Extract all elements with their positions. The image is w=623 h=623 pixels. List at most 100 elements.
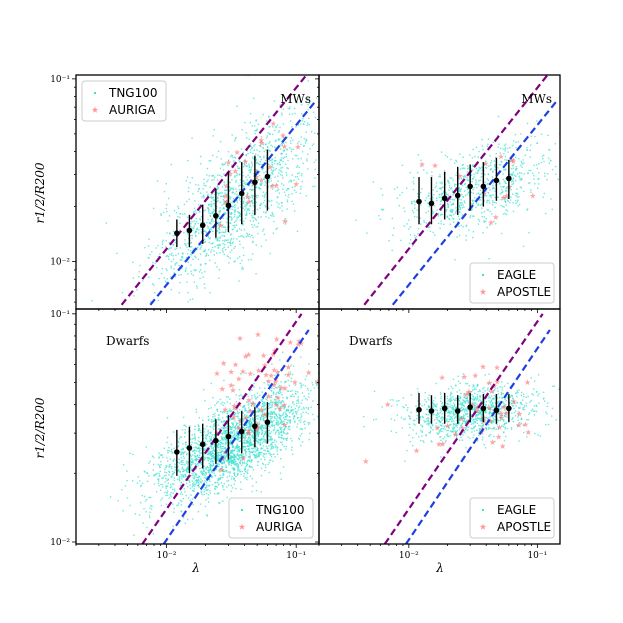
- point: [216, 221, 218, 223]
- point: [174, 248, 176, 250]
- point: [276, 453, 279, 455]
- point: [222, 169, 225, 171]
- point: [192, 258, 194, 260]
- point: [177, 216, 179, 218]
- point: [261, 411, 268, 418]
- point: [205, 253, 208, 255]
- point: [346, 397, 347, 398]
- point: [270, 180, 272, 182]
- point: [270, 446, 273, 448]
- point: [219, 207, 221, 209]
- point: [439, 187, 442, 189]
- point: [276, 415, 278, 417]
- point: [296, 230, 299, 232]
- point: [265, 433, 268, 435]
- point: [278, 139, 280, 141]
- point: [243, 427, 246, 429]
- point: [252, 453, 254, 456]
- point: [286, 432, 289, 434]
- point: [181, 256, 184, 258]
- point: [221, 465, 223, 468]
- point: [253, 145, 255, 147]
- point: [164, 481, 166, 483]
- point: [206, 167, 209, 170]
- point: [203, 448, 205, 450]
- point: [203, 465, 205, 468]
- point: [230, 233, 233, 235]
- point: [263, 178, 265, 180]
- point: [207, 497, 209, 499]
- point: [489, 194, 491, 196]
- point: [249, 188, 251, 191]
- y-tick-label: 10⁻¹: [50, 75, 70, 85]
- point: [163, 447, 165, 449]
- point: [221, 235, 223, 237]
- point: [489, 155, 491, 157]
- point: [168, 464, 171, 466]
- point: [203, 178, 205, 180]
- point: [239, 243, 241, 245]
- point: [244, 433, 246, 435]
- point: [259, 163, 261, 165]
- point: [232, 435, 235, 437]
- point: [512, 202, 514, 204]
- point: [209, 451, 211, 453]
- point: [195, 455, 197, 458]
- point: [312, 143, 315, 145]
- point: [245, 409, 247, 412]
- point: [207, 218, 209, 221]
- point: [267, 132, 269, 134]
- point: [220, 460, 222, 462]
- point: [409, 172, 411, 174]
- point: [177, 445, 180, 447]
- point: [458, 187, 460, 189]
- point: [413, 183, 415, 185]
- point: [238, 389, 241, 391]
- point: [471, 199, 473, 201]
- point: [204, 474, 206, 477]
- point: [237, 422, 239, 425]
- point: [213, 129, 215, 131]
- point: [191, 298, 194, 300]
- point: [439, 176, 442, 178]
- point: [213, 493, 216, 495]
- point: [235, 447, 237, 449]
- point: [268, 407, 270, 410]
- point: [256, 128, 258, 130]
- point: [245, 427, 252, 434]
- point: [532, 172, 534, 175]
- point: [219, 231, 222, 234]
- point: [255, 119, 257, 121]
- point: [207, 431, 209, 433]
- point: [251, 161, 253, 163]
- point: [495, 156, 497, 159]
- point: [273, 425, 275, 427]
- point: [192, 450, 194, 453]
- point: [270, 411, 273, 413]
- point: [180, 448, 182, 451]
- point: [271, 405, 273, 407]
- point: [244, 442, 246, 444]
- point: [506, 159, 508, 161]
- point: [249, 121, 251, 124]
- point: [538, 183, 540, 185]
- point: [213, 433, 216, 436]
- point: [218, 502, 220, 504]
- point: [486, 209, 488, 211]
- point: [232, 405, 239, 412]
- point: [170, 163, 172, 166]
- point: [142, 522, 144, 524]
- point: [280, 405, 282, 407]
- point: [236, 446, 238, 448]
- point: [233, 413, 235, 415]
- point: [264, 408, 267, 410]
- point: [530, 189, 532, 191]
- point: [247, 174, 249, 176]
- point: [271, 406, 273, 408]
- point: [221, 442, 223, 445]
- point: [172, 473, 174, 475]
- point: [216, 493, 218, 495]
- point: [234, 149, 241, 156]
- point: [271, 163, 273, 165]
- point: [251, 165, 253, 167]
